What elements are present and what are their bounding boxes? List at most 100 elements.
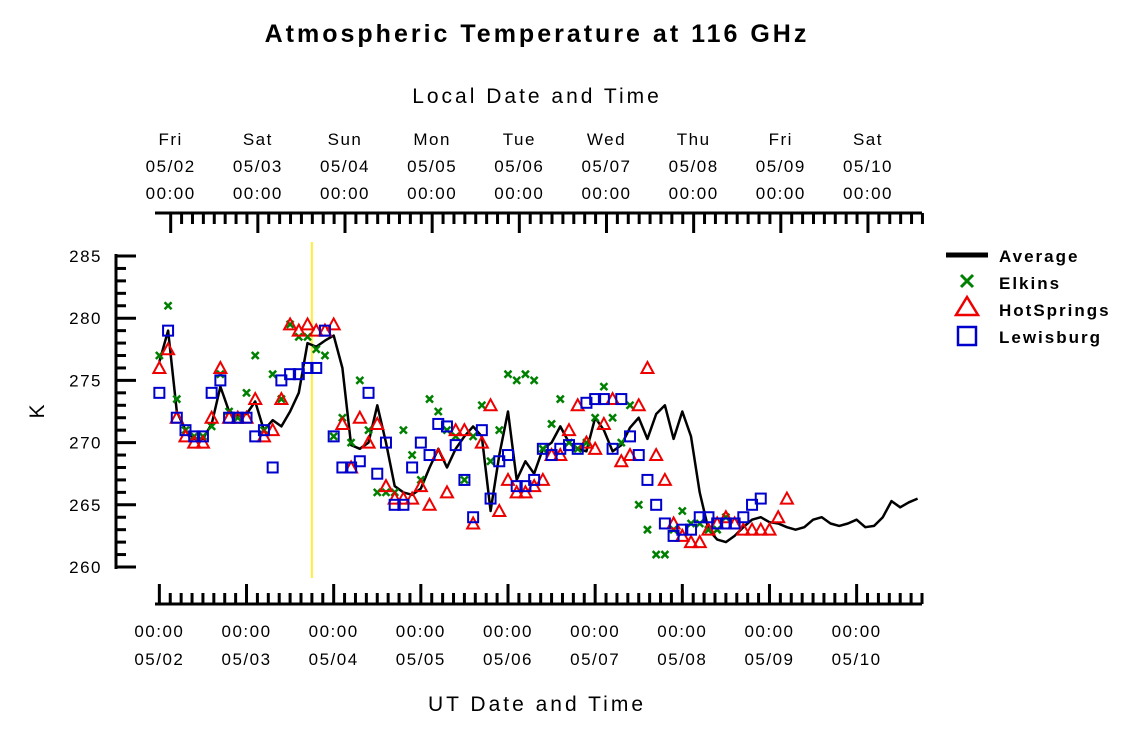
top-tick-time: 00:00 <box>843 184 893 203</box>
point-elkins <box>503 369 513 379</box>
top-tick-weekday: Sun <box>328 130 363 149</box>
point-lewisburg <box>406 461 419 474</box>
legend-label-average: Average <box>999 247 1079 266</box>
point-lewisburg <box>275 374 288 387</box>
point-elkins <box>669 525 678 535</box>
series-line-average <box>158 329 919 544</box>
point-elkins <box>529 376 539 385</box>
top-tick-time: 00:00 <box>320 184 370 203</box>
point-lewisburg <box>475 424 488 437</box>
y-axis-label: K <box>26 401 49 418</box>
point-lewisburg <box>510 480 523 493</box>
point-lewisburg <box>536 442 549 455</box>
point-hotsprings <box>334 415 351 430</box>
top-tick-weekday: Wed <box>587 130 626 149</box>
point-elkins <box>399 425 408 435</box>
point-hotsprings <box>744 521 760 536</box>
point-elkins <box>433 407 443 416</box>
bottom-tick-time: 00:00 <box>483 622 533 641</box>
bottom-tick-date: 05/10 <box>832 650 882 669</box>
point-elkins <box>250 351 260 360</box>
legend-swatch-elkins <box>959 273 975 289</box>
point-lewisburg <box>205 386 218 399</box>
bottom-tick-time: 00:00 <box>309 622 359 641</box>
top-tick-time: 00:00 <box>669 184 719 203</box>
point-hotsprings <box>718 509 734 524</box>
point-elkins <box>712 525 722 535</box>
point-lewisburg <box>606 442 619 455</box>
point-lewisburg <box>667 529 680 542</box>
top-tick-weekday: Sat <box>853 130 883 149</box>
top-axis-label: Local Date and Time <box>412 85 662 108</box>
point-lewisburg <box>493 455 506 468</box>
top-tick-weekday: Fri <box>769 130 793 149</box>
point-lewisburg <box>685 523 698 536</box>
top-tick-time: 00:00 <box>756 184 806 203</box>
point-elkins <box>477 400 487 410</box>
y-tick-label: 265 <box>69 496 102 515</box>
point-hotsprings <box>151 359 168 374</box>
point-hotsprings <box>648 446 664 462</box>
point-hotsprings <box>587 440 603 455</box>
point-elkins <box>608 413 617 423</box>
point-lewisburg <box>214 374 227 387</box>
bottom-tick-time: 00:00 <box>221 622 271 641</box>
point-elkins <box>590 413 600 423</box>
point-hotsprings <box>596 415 612 430</box>
point-lewisburg <box>658 517 671 530</box>
point-hotsprings <box>325 316 342 331</box>
point-lewisburg <box>467 511 480 524</box>
top-tick-date: 05/09 <box>756 157 806 176</box>
point-lewisburg <box>301 361 314 374</box>
point-elkins <box>547 419 556 429</box>
point-elkins <box>320 351 330 360</box>
bottom-tick-time: 00:00 <box>570 622 620 641</box>
point-lewisburg <box>170 411 183 424</box>
point-lewisburg <box>284 368 297 381</box>
point-elkins <box>442 425 452 435</box>
point-lewisburg <box>676 523 689 536</box>
point-lewisburg <box>196 430 209 443</box>
top-tick-date: 05/06 <box>494 157 544 176</box>
point-lewisburg <box>231 411 244 424</box>
top-tick-date: 05/04 <box>320 157 370 176</box>
bottom-tick-time: 00:00 <box>657 622 707 641</box>
point-hotsprings <box>413 478 429 493</box>
y-tick-label: 275 <box>69 371 102 390</box>
point-hotsprings <box>456 422 473 437</box>
point-lewisburg <box>624 430 637 443</box>
point-lewisburg <box>641 473 654 486</box>
point-lewisburg <box>249 430 262 443</box>
point-lewisburg <box>711 517 724 530</box>
point-hotsprings <box>639 359 656 374</box>
bottom-tick-date: 05/02 <box>134 650 184 669</box>
point-lewisburg <box>580 396 593 409</box>
point-lewisburg <box>597 393 610 406</box>
point-elkins <box>512 376 522 385</box>
point-lewisburg <box>737 511 750 524</box>
bottom-tick-date: 05/06 <box>483 650 533 669</box>
top-tick-date: 05/05 <box>407 157 457 176</box>
point-lewisburg <box>746 498 759 511</box>
point-hotsprings <box>474 434 490 449</box>
series-hotsprings <box>151 316 795 549</box>
series-layer <box>151 301 919 559</box>
point-lewisburg <box>414 436 427 449</box>
top-tick-time: 00:00 <box>494 184 544 203</box>
point-hotsprings <box>247 390 263 406</box>
y-tick-label: 280 <box>69 309 102 328</box>
point-lewisburg <box>571 442 584 455</box>
point-elkins <box>599 382 609 392</box>
point-lewisburg <box>388 498 401 511</box>
top-tick-date: 05/07 <box>581 157 631 176</box>
point-hotsprings <box>770 509 786 524</box>
legend-label-elkins: Elkins <box>999 274 1061 293</box>
point-hotsprings <box>404 490 420 505</box>
top-tick-time: 00:00 <box>581 184 631 203</box>
point-lewisburg <box>153 386 166 399</box>
point-elkins <box>268 369 278 379</box>
point-hotsprings <box>299 316 316 331</box>
point-lewisburg <box>371 467 384 480</box>
point-elkins <box>521 369 530 379</box>
